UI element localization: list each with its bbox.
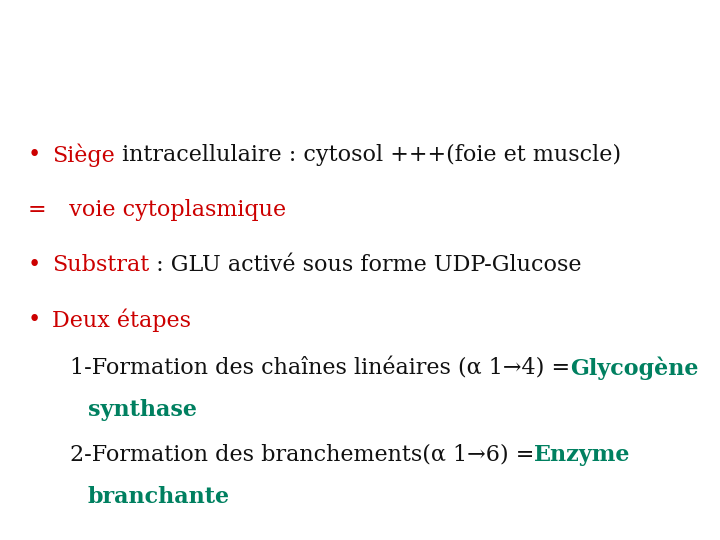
Text: Enzyme: Enzyme [534, 444, 631, 466]
Text: 1-Formation des chaînes linéaires (α 1→4) =: 1-Formation des chaînes linéaires (α 1→4… [70, 357, 570, 379]
Text: Glycogène: Glycogène [570, 356, 698, 380]
Text: 2-Formation des branchements(α 1→6) =: 2-Formation des branchements(α 1→6) = [70, 444, 534, 466]
Text: intracellulaire : cytosol +++(foie et muscle): intracellulaire : cytosol +++(foie et mu… [114, 144, 621, 166]
Text: branchante: branchante [88, 486, 230, 508]
Text: •: • [28, 254, 41, 276]
Text: Deux étapes: Deux étapes [52, 308, 191, 332]
Text: •: • [28, 309, 41, 331]
Text: Substrat: Substrat [52, 254, 149, 276]
Text: Siège: Siège [52, 143, 114, 167]
Text: =: = [28, 199, 47, 221]
Text: synthase: synthase [88, 399, 197, 421]
Text: •: • [28, 144, 41, 166]
Text: : GLU activé sous forme UDP-Glucose: : GLU activé sous forme UDP-Glucose [149, 254, 582, 276]
Text: voie cytoplasmique: voie cytoplasmique [62, 199, 286, 221]
